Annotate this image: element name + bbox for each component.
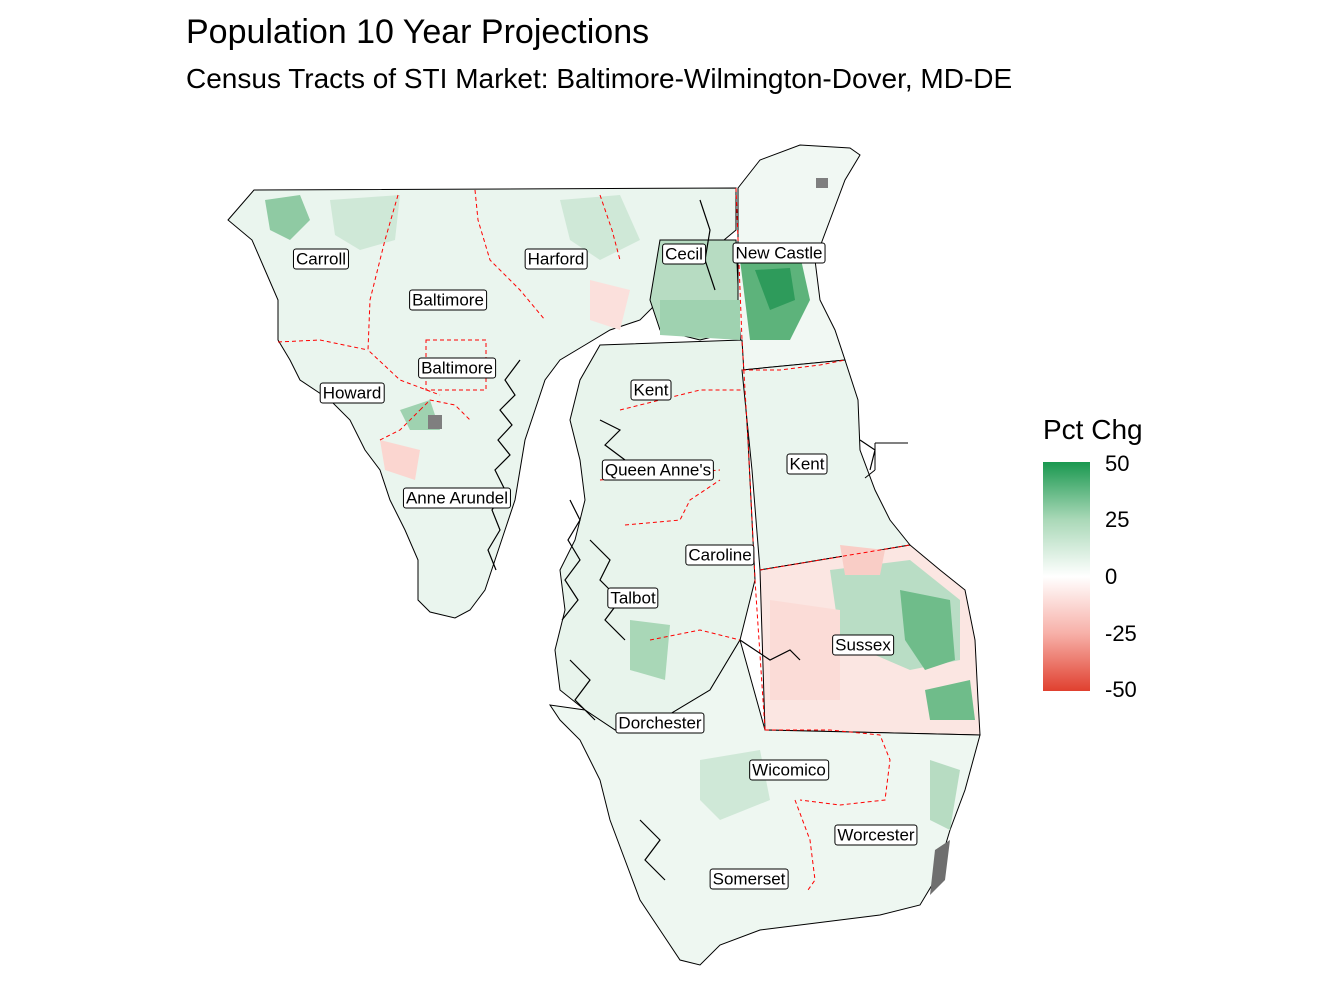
legend-label-0: 0 — [1105, 564, 1118, 589]
label-wicomico: Wicomico — [749, 759, 829, 781]
label-howard: Howard — [319, 382, 385, 404]
label-carroll: Carroll — [292, 248, 350, 270]
label-kent-md: Kent — [630, 379, 672, 401]
tract-patch — [930, 760, 960, 830]
tract-patch — [930, 840, 950, 895]
label-baltimore-city: Baltimore — [418, 357, 496, 379]
tract-patch — [590, 280, 630, 330]
legend-tick-mark — [1090, 577, 1097, 578]
missing-tract — [428, 415, 442, 429]
tract-patch — [330, 195, 400, 250]
missing-tract — [816, 178, 828, 188]
legend-color-bar — [1043, 462, 1090, 691]
legend-label-neg50: -50 — [1105, 677, 1137, 702]
label-talbot: Talbot — [607, 587, 659, 609]
label-dorchester: Dorchester — [615, 712, 705, 734]
tract-patch — [660, 300, 740, 340]
label-anne-arundel: Anne Arundel — [402, 487, 512, 509]
label-kent-de: Kent — [786, 453, 828, 475]
label-cecil: Cecil — [662, 243, 706, 265]
tract-patch — [840, 545, 885, 575]
label-queen-annes: Queen Anne's — [601, 459, 715, 481]
legend-label-50: 50 — [1105, 451, 1130, 476]
tract-patch — [900, 590, 955, 670]
legend-tick-mark — [1090, 634, 1097, 635]
label-somerset: Somerset — [709, 868, 789, 890]
label-harford: Harford — [524, 248, 588, 270]
map-title: Population 10 Year Projections — [186, 13, 650, 51]
map-subtitle: Census Tracts of STI Market: Baltimore-W… — [186, 63, 1013, 94]
label-new-castle: New Castle — [732, 242, 826, 264]
label-worcester: Worcester — [834, 824, 918, 846]
label-caroline: Caroline — [685, 544, 755, 566]
tract-patch — [630, 620, 670, 680]
legend-tick-mark — [1090, 690, 1097, 691]
legend-tick-mark — [1090, 520, 1097, 521]
tract-patch — [925, 680, 975, 720]
tract-patch — [380, 440, 420, 480]
label-baltimore-county: Baltimore — [409, 289, 487, 311]
legend-title: Pct Chg — [1043, 414, 1143, 445]
tract-patch — [560, 195, 640, 260]
tract-patch — [770, 600, 840, 700]
tract-patch — [265, 195, 310, 240]
boundary-line — [864, 442, 908, 479]
tract-patch — [755, 268, 795, 310]
legend-label-25: 25 — [1105, 507, 1130, 532]
legend-label-neg25: -25 — [1105, 621, 1137, 646]
label-sussex: Sussex — [832, 634, 894, 656]
county-borders — [277, 187, 911, 891]
legend-tick-mark — [1090, 464, 1097, 465]
